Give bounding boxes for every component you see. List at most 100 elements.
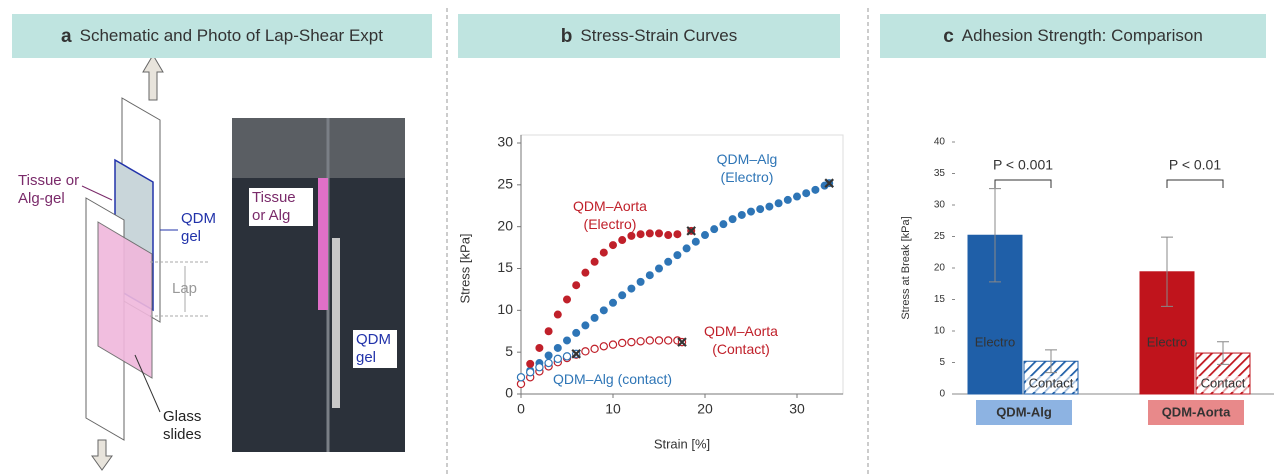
data-point [683,245,690,252]
data-point [573,329,580,336]
data-point [628,232,635,239]
y-tick-label: 20 [934,263,946,274]
series-label: QDM–Alg (contact) [553,370,672,388]
panel-title: c Adhesion Strength: Comparison [943,26,1203,47]
qdm-strip [332,238,340,408]
data-point [609,341,616,348]
x-tick-label: 20 [697,401,713,417]
y-tick-label: 30 [497,134,513,150]
x-tick-label: 0 [517,401,525,417]
data-point [803,190,810,197]
data-point [563,296,570,303]
data-point [536,364,543,371]
data-point [637,338,644,345]
data-point [766,203,773,210]
x-tick-label: QDM-Aorta [1162,404,1231,419]
data-point [527,360,534,367]
y-tick-label: 5 [505,343,513,359]
data-point [554,311,561,318]
panel-title-text: Adhesion Strength: Comparison [962,26,1203,45]
data-point [784,196,791,203]
data-point [563,337,570,344]
tissue-strip [318,178,328,310]
arrow-up [143,55,163,100]
data-point [600,307,607,314]
series-label: QDM–Aorta (Contact) [686,322,796,358]
annotation: P < 0.001 [993,157,1053,173]
data-point [545,359,552,366]
data-point [573,282,580,289]
data-point [582,322,589,329]
y-tick-label: 10 [934,326,946,337]
data-point [747,208,754,215]
y-tick-label: 15 [497,259,513,275]
y-axis-label: Stress [kPa] [457,233,472,303]
series-label: QDM–Alg (Electro) [692,150,802,186]
data-point [665,258,672,265]
data-point [545,352,552,359]
data-point [545,328,552,335]
data-point [646,337,653,344]
y-tick-label: 25 [497,176,513,192]
data-point [655,337,662,344]
data-point [812,186,819,193]
data-point [628,285,635,292]
data-point [536,344,543,351]
data-point [582,269,589,276]
series-label: QDM–Aorta (Electro) [560,197,660,233]
figure: a Schematic and Photo of Lap-Shear Expt bS… [0,0,1274,474]
bar-label: Contact [1029,375,1074,390]
x-tick-label: QDM-Alg [996,404,1052,419]
y-tick-label: 25 [934,231,946,242]
panel-letter: c [943,26,954,47]
x-tick-label: 30 [789,401,805,417]
data-point [793,193,800,200]
bar-label: Electro [975,334,1015,349]
data-point [619,339,626,346]
y-axis-label: Stress at Break [kPa] [900,216,912,319]
data-point [701,231,708,238]
y-tick-label: 20 [497,217,513,233]
panel-letter: a [61,26,72,47]
y-tick-label: 10 [497,301,513,317]
data-point [563,353,570,360]
data-point [582,348,589,355]
data-point [591,314,598,321]
schematic-label: Lap [172,280,197,298]
data-point [637,278,644,285]
x-tick-label: 10 [605,401,621,417]
y-tick-label: 35 [934,168,946,179]
bar-label: Electro [1147,334,1187,349]
data-point [775,200,782,207]
annotation: P < 0.01 [1169,157,1222,173]
data-point [619,236,626,243]
data-point [527,369,534,376]
photo-label: QDM gel [353,330,397,368]
y-tick-label: 0 [505,385,513,401]
y-tick-label: 15 [934,294,946,305]
schematic-label: Glass slides [163,408,218,444]
bar-label: Contact [1201,375,1246,390]
photo-top [232,118,405,178]
data-point [665,337,672,344]
data-point [646,272,653,279]
data-point [711,226,718,233]
panel-title-text: Stress-Strain Curves [580,26,737,45]
data-point [591,258,598,265]
data-point [655,265,662,272]
data-point [609,299,616,306]
y-tick-label: 40 [934,137,946,148]
arrow-down [92,440,112,470]
data-point [600,343,607,350]
data-point [628,339,635,346]
data-point [692,238,699,245]
y-tick-label: 30 [934,200,946,211]
significance-bracket [995,180,1051,188]
x-axis-label: Strain [%] [654,436,710,451]
data-point [554,344,561,351]
data-point [757,205,764,212]
data-point [720,221,727,228]
y-tick-label: 0 [939,389,945,400]
panel-title-text: Schematic and Photo of Lap-Shear Expt [80,26,384,45]
